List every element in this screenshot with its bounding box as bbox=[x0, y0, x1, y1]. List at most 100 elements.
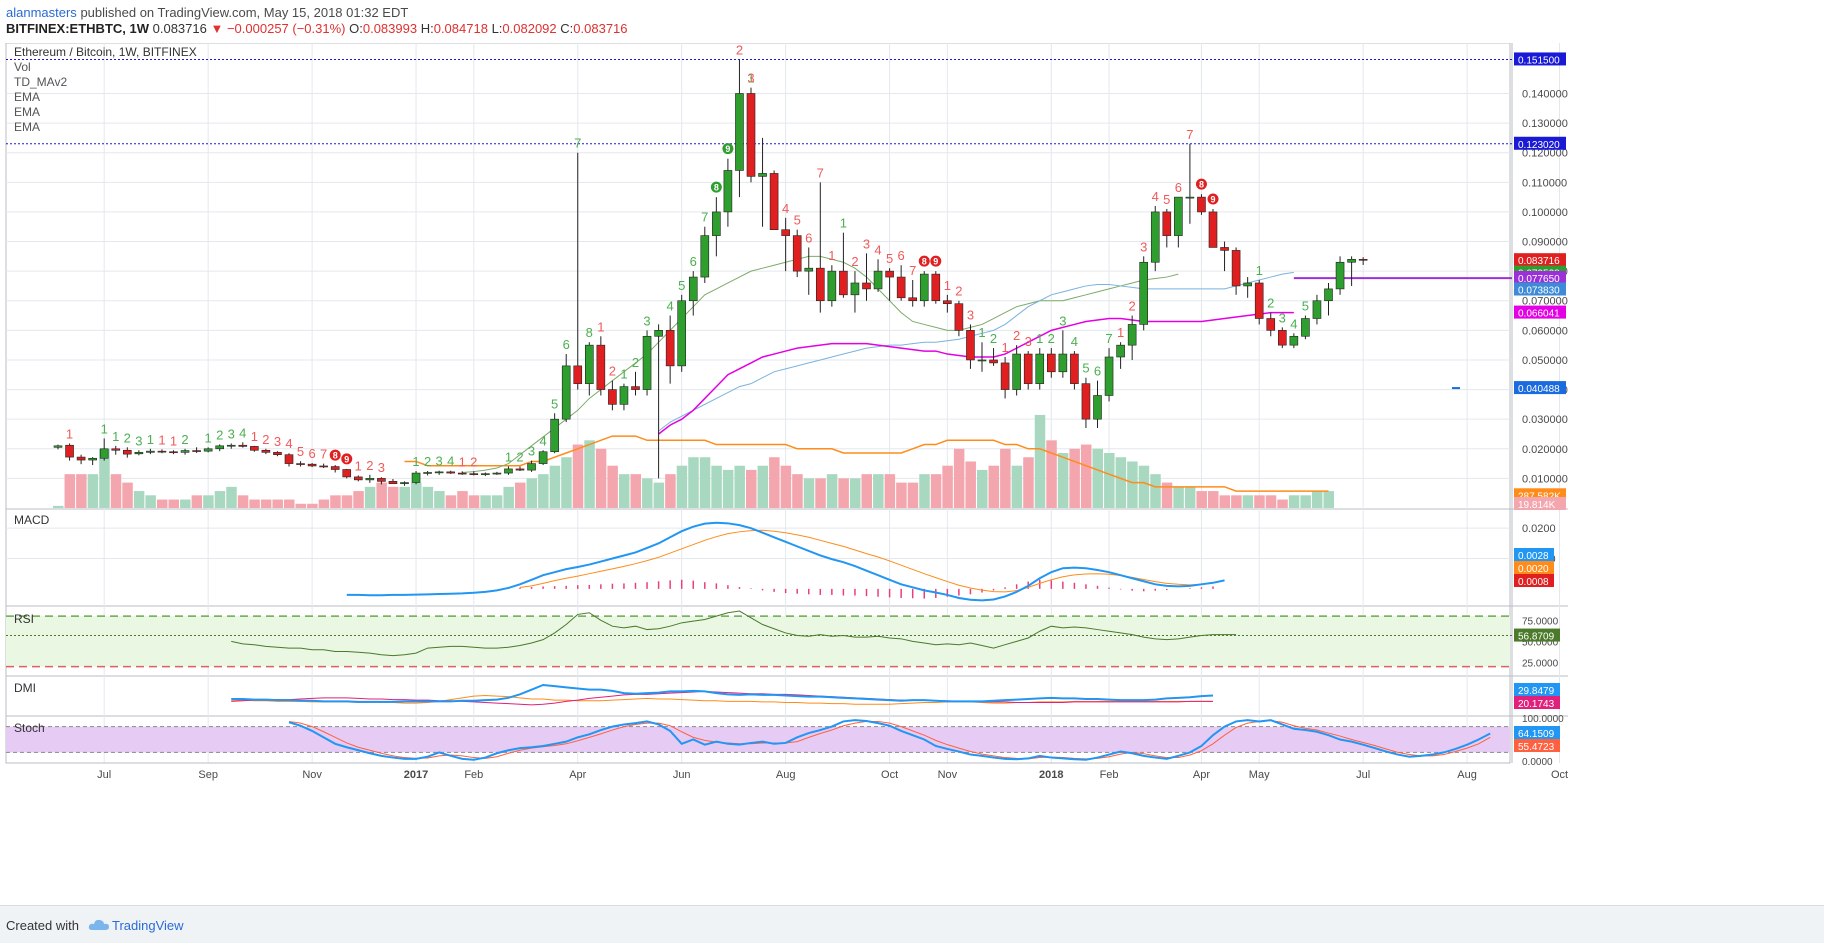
volume-bar bbox=[237, 495, 249, 508]
candle-body bbox=[1081, 383, 1091, 420]
td-badge-circle bbox=[341, 453, 353, 465]
candle bbox=[65, 443, 74, 461]
price-label: 287.582K bbox=[1518, 491, 1561, 502]
td-down-count: 7 bbox=[909, 263, 916, 278]
author-link[interactable]: alanmasters bbox=[6, 5, 77, 20]
volume-bar bbox=[1277, 499, 1288, 508]
candle bbox=[746, 87, 756, 183]
td-up-count: 4 bbox=[1290, 316, 1297, 331]
stoch-label-bg bbox=[1514, 726, 1560, 739]
td-badge-circle bbox=[918, 255, 930, 267]
td-up-count: 4 bbox=[1071, 334, 1078, 349]
dmi-label-bg bbox=[1514, 683, 1560, 696]
td-badge-circle bbox=[1195, 178, 1207, 190]
td-down-count: 2 bbox=[262, 432, 269, 447]
volume-bar bbox=[815, 478, 826, 508]
candle bbox=[966, 324, 975, 369]
candle-body bbox=[1335, 261, 1345, 290]
volume-bar bbox=[53, 505, 64, 508]
candle bbox=[76, 454, 86, 465]
td-badge-number: 9 bbox=[725, 144, 730, 154]
td-up-count: 2 bbox=[990, 331, 997, 346]
candle-body bbox=[457, 472, 467, 475]
td-up-count: 1 bbox=[747, 71, 754, 86]
td-badge-number: 8 bbox=[1199, 180, 1204, 190]
candle-body bbox=[1220, 247, 1229, 251]
td-up-count: 6 bbox=[1094, 364, 1101, 379]
candle-body bbox=[307, 463, 317, 467]
volume-bar bbox=[503, 486, 514, 508]
candle bbox=[319, 463, 328, 469]
candle-body bbox=[1116, 344, 1125, 358]
td-down-count: 2 bbox=[955, 284, 962, 299]
time-tick-label: Jun bbox=[673, 769, 691, 781]
candle bbox=[157, 449, 167, 454]
time-tick-label: Sep bbox=[198, 769, 218, 781]
tradingview-link[interactable]: TradingView bbox=[112, 918, 184, 933]
chart-canvas[interactable]: 0.0100000.0200000.0300000.0400000.050000… bbox=[0, 43, 1824, 904]
td-up-count: 1 bbox=[412, 454, 419, 469]
volume-bar bbox=[64, 474, 76, 508]
candle-body bbox=[192, 450, 201, 452]
candle-body bbox=[989, 359, 998, 364]
price-label: 0.040488 bbox=[1518, 384, 1560, 395]
td-down-count: 1 bbox=[459, 454, 466, 469]
candle bbox=[827, 265, 837, 307]
candle bbox=[896, 265, 906, 301]
level-price-label: 0.123020 bbox=[1518, 140, 1560, 151]
candle-body bbox=[169, 451, 178, 454]
volume-bar bbox=[226, 486, 237, 508]
rsi-label-bg bbox=[1514, 628, 1560, 642]
volume-bar bbox=[76, 474, 87, 508]
close-label: C: bbox=[560, 21, 574, 36]
td-badge: 8 bbox=[329, 449, 341, 461]
candle bbox=[469, 471, 479, 476]
td-down-count: 1 bbox=[1117, 325, 1124, 340]
macd-label-bg bbox=[1514, 548, 1554, 561]
symbol-label[interactable]: BITFINEX:ETHBTC, 1W bbox=[6, 21, 149, 36]
candle bbox=[238, 442, 248, 448]
candle bbox=[977, 342, 987, 372]
volume-bar bbox=[769, 457, 780, 508]
volume-ma-line bbox=[404, 435, 1329, 492]
td-down-count: 7 bbox=[1186, 127, 1193, 142]
candle-body bbox=[1347, 258, 1356, 263]
volume-bar bbox=[353, 491, 364, 508]
td-badge-circle bbox=[329, 449, 341, 461]
td-up-count: 3 bbox=[528, 444, 535, 459]
candle-body bbox=[839, 270, 848, 296]
candle-body bbox=[815, 267, 825, 302]
candle-body bbox=[631, 386, 640, 390]
candle-body bbox=[1324, 288, 1333, 302]
candle-body bbox=[700, 235, 710, 278]
candle bbox=[1312, 294, 1322, 325]
td-badge: 8 bbox=[710, 181, 722, 193]
candle-body bbox=[781, 229, 790, 236]
volume-bar bbox=[873, 474, 884, 508]
td-down-count: 3 bbox=[863, 236, 870, 251]
td-up-count: 2 bbox=[1048, 331, 1055, 346]
candle-body bbox=[342, 469, 352, 478]
candle-body bbox=[1012, 353, 1021, 390]
time-tick-label: Oct bbox=[881, 769, 898, 781]
candle-body bbox=[319, 465, 328, 468]
time-tick-label: Nov bbox=[938, 769, 958, 781]
volume-bar bbox=[792, 474, 803, 508]
td-badge: 8 bbox=[1195, 178, 1207, 190]
candle-body bbox=[1162, 211, 1172, 236]
chart-area[interactable]: 0.0100000.0200000.0300000.0400000.050000… bbox=[0, 43, 1824, 904]
candle-body bbox=[446, 471, 456, 474]
td-down-count: 1 bbox=[1001, 340, 1008, 355]
td-badge-number: 8 bbox=[922, 257, 927, 267]
candle bbox=[1220, 241, 1229, 272]
candle bbox=[446, 470, 456, 474]
candle-body bbox=[284, 454, 294, 464]
candle bbox=[862, 253, 871, 301]
volume-bar bbox=[156, 499, 168, 508]
chart-legend: Ethereum / Bitcoin, 1W, BITFINEXVolTD_MA… bbox=[14, 45, 197, 134]
candle bbox=[1012, 345, 1021, 396]
candle-body bbox=[908, 297, 918, 302]
td-up-count: 1 bbox=[620, 367, 627, 382]
volume-bar bbox=[538, 474, 549, 508]
price-tick: 0.110000 bbox=[1522, 177, 1567, 189]
